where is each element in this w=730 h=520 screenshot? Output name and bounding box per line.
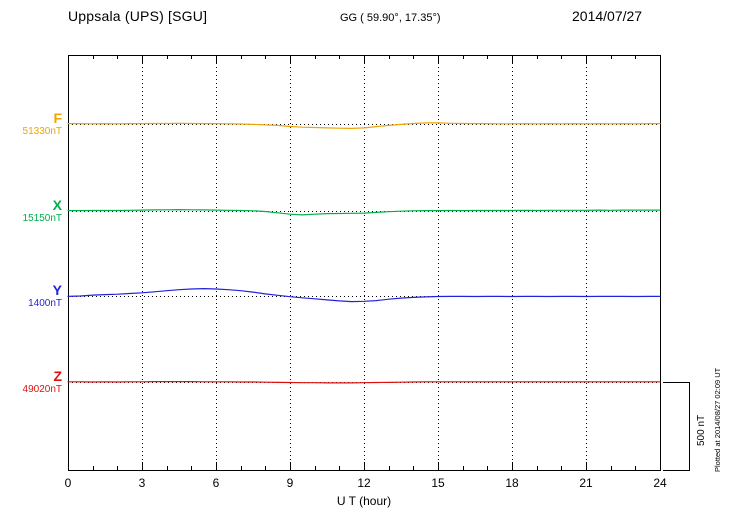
trace-Y bbox=[67, 288, 661, 303]
x-tick-label-15: 15 bbox=[431, 476, 445, 490]
x-tick-label-24: 24 bbox=[653, 476, 667, 490]
series-letter-F: F bbox=[53, 110, 62, 126]
plotted-at-note: Plotted at 2014/08/27 02:09 UT bbox=[713, 367, 722, 472]
plot-date: 2014/07/27 bbox=[572, 8, 643, 24]
trace-F bbox=[67, 122, 661, 129]
scale-bar-label: 500 nT bbox=[696, 414, 707, 446]
series-baseline-value-Z: 49020nT bbox=[22, 384, 62, 395]
x-tick-label-12: 12 bbox=[357, 476, 371, 490]
x-axis-label: U T (hour) bbox=[336, 494, 392, 508]
x-tick-label-9: 9 bbox=[286, 476, 294, 490]
series-letter-Z: Z bbox=[53, 368, 62, 384]
series-letter-Y: Y bbox=[52, 282, 62, 298]
trace-X bbox=[67, 209, 661, 216]
x-tick-label-0: 0 bbox=[64, 476, 72, 490]
geographic-coords: GG ( 59.90°, 17.35°) bbox=[340, 12, 441, 24]
x-tick-label-6: 6 bbox=[212, 476, 220, 490]
series-baseline-value-X: 15150nT bbox=[22, 213, 62, 224]
series-letter-X: X bbox=[52, 197, 62, 213]
station-title: Uppsala (UPS) [SGU] bbox=[68, 8, 208, 24]
series-baseline-value-F: 51330nT bbox=[22, 126, 62, 137]
trace-Z bbox=[67, 381, 661, 384]
x-tick-label-18: 18 bbox=[505, 476, 519, 490]
series-baseline-value-Y: 1400nT bbox=[28, 298, 62, 309]
x-tick-label-3: 3 bbox=[138, 476, 146, 490]
x-tick-label-21: 21 bbox=[579, 476, 593, 490]
